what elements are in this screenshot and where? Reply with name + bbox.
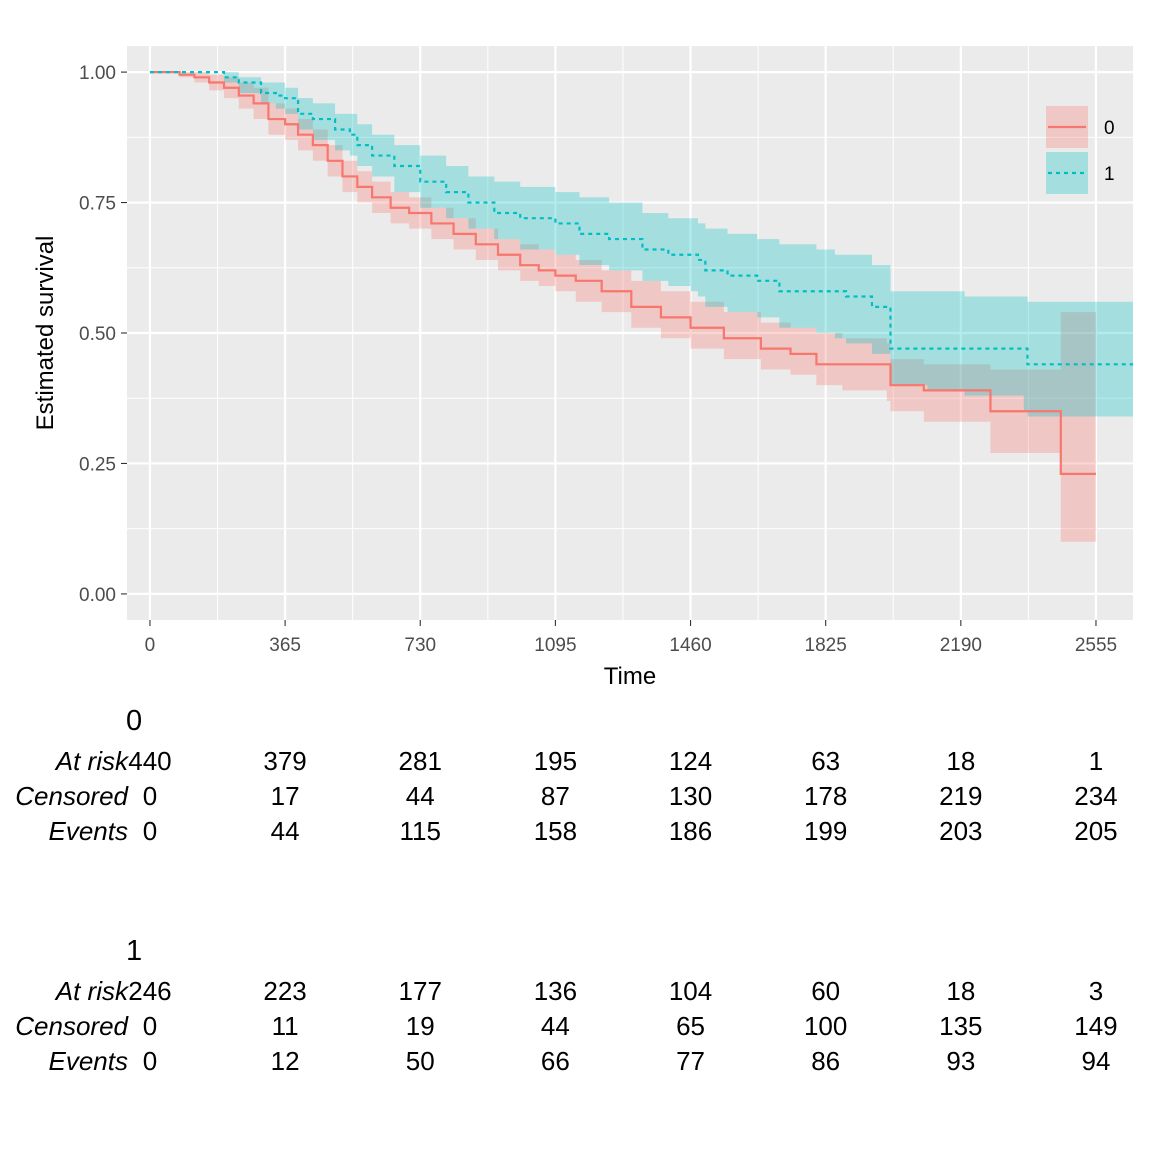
x-tick-label: 2555 <box>1075 635 1117 656</box>
risk-cell: 130 <box>668 781 713 811</box>
x-tick-label: 365 <box>269 635 301 656</box>
risk-cell: 18 <box>946 976 976 1006</box>
risk-cell: 87 <box>540 781 570 811</box>
risk-cell: 136 <box>533 976 578 1006</box>
risk-cell: 203 <box>939 816 983 846</box>
risk-cell: 246 <box>128 976 172 1006</box>
y-tick-label: 0.75 <box>79 194 116 215</box>
row-label: At risk <box>55 976 128 1006</box>
row-label: At risk <box>55 746 128 776</box>
legend-label-0: 0 <box>1104 118 1115 139</box>
survival-line-0 <box>149 70 1096 475</box>
risk-row-censored: Censored 0 11 19 44 65 100 135 149 <box>0 1010 1152 1042</box>
risk-cell: 104 <box>668 976 713 1006</box>
risk-cell: 379 <box>263 746 307 776</box>
risk-cell: 0 <box>142 1011 158 1041</box>
risk-cell: 234 <box>1074 781 1118 811</box>
y-tick-label: 1.00 <box>79 63 116 84</box>
row-label: Events <box>48 816 129 846</box>
risk-cell: 86 <box>811 1046 841 1076</box>
risk-cell: 281 <box>398 746 442 776</box>
risk-cell: 0 <box>142 781 158 811</box>
row-label: Events <box>48 1046 129 1076</box>
x-tick-label: 0 <box>145 635 156 656</box>
risk-cell: 205 <box>1074 816 1118 846</box>
risk-row-censored: Censored 0 17 44 87 130 178 219 234 <box>0 780 1152 812</box>
risk-row-at-risk: At risk 246 223 177 136 104 60 18 3 <box>0 975 1152 1007</box>
y-tick-label: 0.50 <box>79 324 116 345</box>
risk-row-events: Events 0 44 115 158 186 199 203 205 <box>0 815 1152 847</box>
risk-cell: 65 <box>676 1011 705 1041</box>
risk-cell: 0 <box>142 1046 158 1076</box>
x-tick-label: 1460 <box>669 635 711 656</box>
risk-cell: 124 <box>668 746 713 776</box>
risk-cell: 17 <box>270 781 300 811</box>
y-tick-label: 0.25 <box>79 454 116 475</box>
x-tick-label: 1095 <box>534 635 576 656</box>
x-tick-label: 730 <box>404 635 436 656</box>
risk-cell: 219 <box>939 781 983 811</box>
risk-cell: 44 <box>540 1011 570 1041</box>
x-tick-label: 2190 <box>940 635 982 656</box>
risk-cell: 199 <box>803 816 848 846</box>
risk-cell: 158 <box>533 816 578 846</box>
y-tick-label: 0.00 <box>79 585 116 606</box>
risk-cell: 63 <box>811 746 841 776</box>
risk-cell: 66 <box>540 1046 570 1076</box>
risk-cell: 100 <box>803 1011 848 1041</box>
risk-cell: 0 <box>142 816 158 846</box>
risk-cell: 11 <box>271 1011 299 1041</box>
survival-line-1 <box>149 70 1133 366</box>
row-label: Censored <box>15 1011 128 1041</box>
stratum-title: 1 <box>126 935 143 967</box>
risk-cell: 223 <box>263 976 307 1006</box>
risk-cell: 50 <box>405 1046 435 1076</box>
risk-cell: 195 <box>533 746 578 776</box>
survival-chart: 0 365 730 1095 1460 1825 2190 2555 0.00 0.25 0.50 0… <box>32 46 1134 690</box>
risk-cell: 115 <box>399 816 441 846</box>
row-label: Censored <box>15 781 128 811</box>
risk-row-events: Events 0 12 50 66 77 86 93 94 <box>0 1045 1152 1077</box>
risk-cell: 44 <box>405 781 435 811</box>
risk-cell: 93 <box>946 1046 976 1076</box>
risk-cell: 186 <box>668 816 713 846</box>
legend-label-1: 1 <box>1104 164 1115 185</box>
stratum-title: 0 <box>126 705 143 737</box>
y-axis-title: Estimated survival <box>32 236 59 431</box>
x-axis-title: Time <box>604 663 656 690</box>
risk-cell: 12 <box>270 1046 300 1076</box>
risk-row-at-risk: At risk 440 379 281 195 124 63 18 1 <box>0 745 1152 777</box>
risk-cell: 19 <box>405 1011 435 1041</box>
risk-cell: 440 <box>128 746 172 776</box>
risk-cell: 94 <box>1081 1046 1111 1076</box>
risk-cell: 1 <box>1088 746 1104 776</box>
risk-cell: 44 <box>270 816 300 846</box>
risk-cell: 18 <box>946 746 976 776</box>
risk-cell: 3 <box>1088 976 1104 1006</box>
risk-cell: 77 <box>676 1046 705 1076</box>
risk-cell: 178 <box>803 781 848 811</box>
risk-cell: 60 <box>811 976 841 1006</box>
x-tick-label: 1825 <box>805 635 847 656</box>
risk-cell: 149 <box>1074 1011 1118 1041</box>
ci-band-0 <box>149 72 1096 542</box>
risk-cell: 177 <box>398 976 442 1006</box>
risk-cell: 135 <box>939 1011 983 1041</box>
